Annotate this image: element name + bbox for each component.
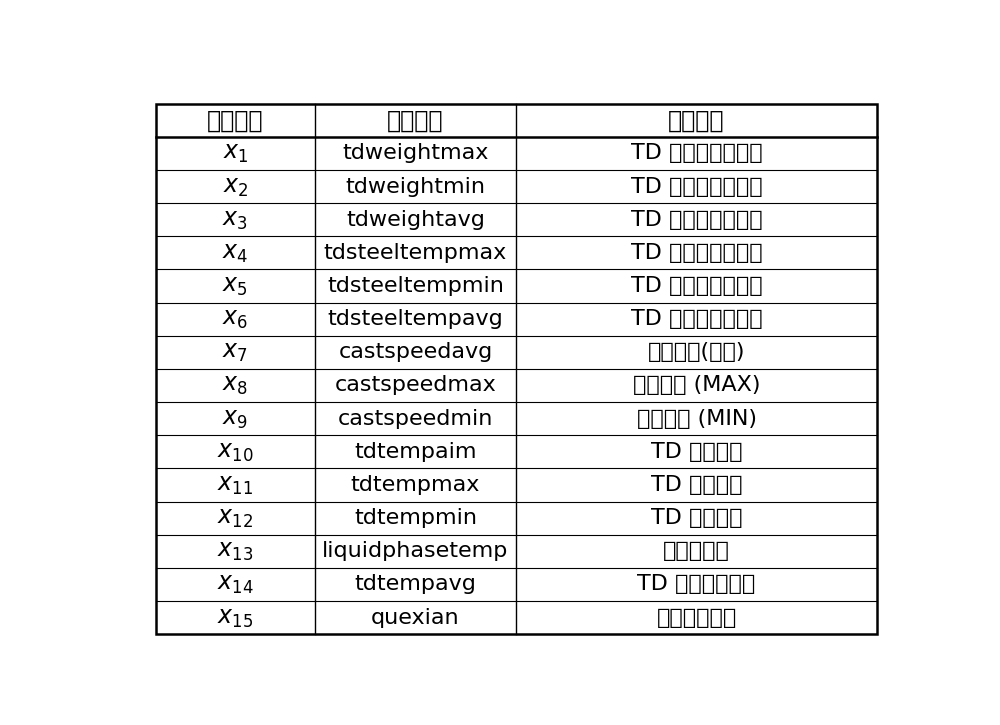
Text: tdtempavg: tdtempavg — [355, 574, 476, 594]
Text: $x_{1}$: $x_{1}$ — [223, 141, 248, 165]
Text: $x_{8}$: $x_{8}$ — [222, 373, 248, 397]
Text: $x_{9}$: $x_{9}$ — [222, 407, 248, 431]
Text: tdweightavg: tdweightavg — [346, 210, 485, 230]
Text: TD 钢水温度平均值: TD 钢水温度平均值 — [631, 309, 762, 329]
Text: tdsteeltempmax: tdsteeltempmax — [324, 243, 507, 263]
Text: 铸造速度 (MAX): 铸造速度 (MAX) — [633, 376, 760, 396]
Text: liquidphasetemp: liquidphasetemp — [322, 542, 509, 561]
Text: tdtempmax: tdtempmax — [351, 475, 480, 495]
Text: TD 平均钢水温度: TD 平均钢水温度 — [637, 574, 756, 594]
Text: 节点名称: 节点名称 — [387, 108, 444, 133]
Text: tdtempmin: tdtempmin — [354, 508, 477, 528]
Text: tdweightmax: tdweightmax — [342, 144, 489, 163]
Text: tdweightmin: tdweightmin — [345, 177, 485, 196]
Text: 铸造速度 (MIN): 铸造速度 (MIN) — [637, 409, 757, 428]
Text: TD 钢水重量最小值: TD 钢水重量最小值 — [631, 177, 762, 196]
Text: $x_{7}$: $x_{7}$ — [222, 340, 248, 365]
Text: castspeedmin: castspeedmin — [338, 409, 493, 428]
Text: castspeedavg: castspeedavg — [338, 342, 493, 362]
Text: 产品缺陷标签: 产品缺陷标签 — [656, 608, 737, 628]
Text: $x_{14}$: $x_{14}$ — [217, 572, 254, 597]
Text: 节点编号: 节点编号 — [207, 108, 264, 133]
Text: quexian: quexian — [371, 608, 460, 628]
Text: castspeedmax: castspeedmax — [335, 376, 496, 396]
Text: $x_{4}$: $x_{4}$ — [222, 241, 248, 265]
Text: 液相线温度: 液相线温度 — [663, 542, 730, 561]
Text: tdsteeltempmin: tdsteeltempmin — [327, 276, 504, 296]
Text: TD 目标温度: TD 目标温度 — [651, 442, 742, 462]
Text: TD 钢水温度最大值: TD 钢水温度最大值 — [631, 243, 762, 263]
Text: TD 上限温度: TD 上限温度 — [651, 475, 742, 495]
Text: 节点释义: 节点释义 — [668, 108, 725, 133]
Text: TD 钢水重量平均值: TD 钢水重量平均值 — [631, 210, 762, 230]
Text: $x_{3}$: $x_{3}$ — [222, 208, 248, 232]
Text: $x_{15}$: $x_{15}$ — [217, 605, 253, 629]
Text: $x_{11}$: $x_{11}$ — [217, 473, 253, 497]
Text: $x_{10}$: $x_{10}$ — [217, 440, 254, 464]
Text: $x_{13}$: $x_{13}$ — [217, 539, 253, 563]
Text: tdtempaim: tdtempaim — [354, 442, 477, 462]
Text: $x_{6}$: $x_{6}$ — [222, 307, 248, 331]
Text: TD 钢水重量最大值: TD 钢水重量最大值 — [631, 144, 762, 163]
Text: $x_{5}$: $x_{5}$ — [222, 274, 248, 298]
Text: 铸造速度(平均): 铸造速度(平均) — [648, 342, 745, 362]
Text: $x_{12}$: $x_{12}$ — [217, 506, 253, 530]
Text: TD 钢水温度最小值: TD 钢水温度最小值 — [631, 276, 762, 296]
Text: tdsteeltempavg: tdsteeltempavg — [328, 309, 503, 329]
Text: $x_{2}$: $x_{2}$ — [223, 175, 248, 199]
Text: TD 下限温度: TD 下限温度 — [651, 508, 742, 528]
